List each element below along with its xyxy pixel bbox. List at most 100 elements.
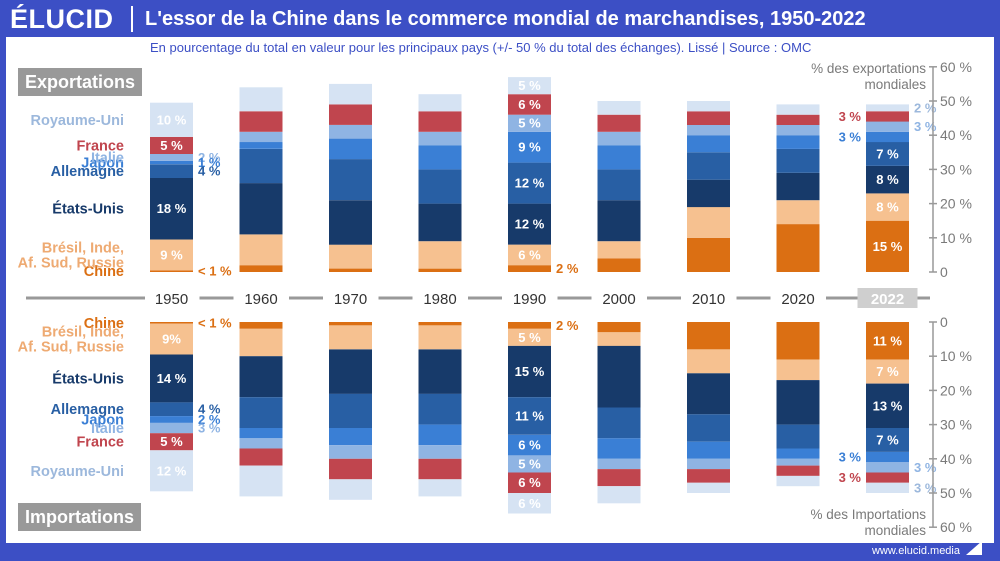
imports-y-tick-label: 50 %: [940, 485, 972, 501]
exports-bar-allemagne-2020: [776, 148, 820, 173]
exports-bar-france-2000: [597, 114, 641, 132]
exports-bar-etats-unis-1960: [239, 183, 283, 235]
exports-value-label-allemagne-1950: 4 %: [198, 164, 221, 179]
exports-bar-royaume-uni-1960: [239, 87, 283, 112]
imports-bar-allemagne-1960: [239, 397, 283, 428]
imports-value-label-allemagne-1990: 11 %: [515, 409, 544, 424]
imports-value-label-japon-1990: 6 %: [518, 438, 541, 453]
imports-bar-japon-2010: [687, 441, 730, 459]
exports-bar-royaume-uni-1950: [150, 102, 193, 137]
exports-bar-etats-unis-2020: [776, 172, 820, 201]
imports-bar-royaume-uni-1960: [239, 465, 283, 497]
imports-value-label-italie-1950: 3 %: [198, 421, 221, 436]
exports-series-name-italie: Italie: [91, 150, 124, 166]
imports-bar-allemagne-2022: [866, 428, 909, 452]
exports-series-name-royaume-uni: Royaume-Uni: [31, 113, 124, 129]
exports-series-name-chine: Chine: [84, 264, 124, 280]
year-label: 1970: [334, 291, 367, 308]
exports-series-name-bresil-inde-af-sud-russie: Af. Sud, Russie: [18, 255, 124, 271]
imports-series-name-chine: Chine: [84, 316, 124, 332]
exports-value-label-italie-1990: 5 %: [518, 116, 541, 131]
imports-bar-etats-unis-1950: [150, 354, 193, 403]
exports-bar-italie-1950: [150, 154, 193, 161]
imports-bar-royaume-uni-2022: [866, 482, 909, 493]
exports-value-label-etats-unis-2022: 8 %: [876, 172, 899, 187]
imports-bar-etats-unis-1970: [329, 349, 372, 394]
imports-bar-japon-1970: [329, 428, 372, 446]
imports-bar-italie-2022: [866, 462, 909, 473]
imports-bar-japon-1980: [418, 424, 462, 446]
exports-value-label-royaume-uni-1990: 5 %: [518, 78, 541, 93]
imports-series-name-allemagne: Allemagne: [51, 402, 124, 418]
exports-bar-royaume-uni-2000: [597, 101, 641, 115]
imports-bar-royaume-uni-1990: [508, 493, 551, 514]
imports-bar-chine-1980: [418, 322, 462, 326]
imports-bar-allemagne-1970: [329, 393, 372, 428]
imports-bar-bresil-inde-af-sud-russie-1980: [418, 325, 462, 350]
year-highlight-box: [857, 288, 918, 308]
exports-bar-italie-2000: [597, 131, 641, 146]
logo-separator: [131, 6, 133, 32]
imports-y-tick-label: 30 %: [940, 417, 972, 433]
imports-bar-chine-2010: [687, 322, 730, 350]
imports-bar-royaume-uni-2010: [687, 482, 730, 493]
imports-bar-allemagne-2000: [597, 407, 641, 439]
exports-value-label-allemagne-2022: 7 %: [876, 147, 899, 162]
imports-bar-chine-1970: [329, 322, 372, 326]
exports-value-label-italie-1950: 2 %: [198, 150, 221, 165]
imports-bar-allemagne-1980: [418, 393, 462, 425]
imports-bar-japon-2000: [597, 438, 641, 459]
exports-bar-bresil-inde-af-sud-russie-1980: [418, 241, 462, 269]
imports-bar-etats-unis-2020: [776, 380, 820, 425]
imports-series-name-france: France: [76, 435, 124, 451]
exports-y-tick-label: 10 %: [940, 230, 972, 246]
imports-value-label-royaume-uni-1990: 6 %: [518, 496, 541, 511]
exports-bar-allemagne-1990: [508, 162, 551, 204]
imports-bar-italie-1980: [418, 445, 462, 459]
imports-value-label-royaume-uni-2022: 3 %: [914, 480, 937, 495]
exports-bar-japon-1990: [508, 131, 551, 163]
imports-value-label-allemagne-2022: 7 %: [876, 432, 899, 447]
imports-bar-italie-1970: [329, 445, 372, 459]
exports-bar-allemagne-1960: [239, 148, 283, 184]
imports-bar-bresil-inde-af-sud-russie-1990: [508, 328, 551, 346]
exports-bar-italie-2022: [866, 121, 909, 132]
imports-value-label-france-1950: 5 %: [160, 434, 183, 449]
exports-bar-bresil-inde-af-sud-russie-2000: [597, 241, 641, 259]
imports-bar-chine-1950: [150, 322, 193, 324]
imports-y-tick-label: 60 %: [940, 519, 972, 535]
imports-value-label-italie-2022: 3 %: [914, 460, 937, 475]
exports-bar-chine-1990: [508, 265, 551, 272]
exports-y-tick-label: 30 %: [940, 161, 972, 177]
imports-bar-bresil-inde-af-sud-russie-2000: [597, 332, 641, 346]
exports-bar-japon-1950: [150, 160, 193, 165]
exports-bar-bresil-inde-af-sud-russie-1990: [508, 244, 551, 266]
imports-bar-bresil-inde-af-sud-russie-1960: [239, 328, 283, 357]
exports-bar-italie-1970: [329, 124, 372, 139]
imports-bar-royaume-uni-1970: [329, 479, 372, 500]
imports-bar-bresil-inde-af-sud-russie-1950: [150, 323, 193, 355]
imports-bar-bresil-inde-af-sud-russie-2010: [687, 349, 730, 374]
imports-series-name-bresil-inde-af-sud-russie: Af. Sud, Russie: [18, 340, 124, 356]
exports-bar-chine-2022: [866, 220, 909, 272]
imports-bar-france-1980: [418, 458, 462, 480]
imports-value-label-bresil-inde-af-sud-russie-1990: 5 %: [518, 330, 541, 345]
imports-bar-allemagne-1990: [508, 397, 551, 435]
exports-value-label-chine-1990: 2 %: [556, 261, 579, 276]
exports-bar-etats-unis-1970: [329, 200, 372, 245]
exports-value-label-royaume-uni-2022: 2 %: [914, 100, 937, 115]
exports-bar-chine-1960: [239, 265, 283, 272]
exports-axis-title: % des exportations: [811, 61, 926, 76]
exports-bar-japon-1970: [329, 138, 372, 160]
exports-value-label-france-1950: 5 %: [160, 138, 183, 153]
imports-bar-japon-1960: [239, 428, 283, 439]
exports-bar-france-1990: [508, 94, 551, 115]
exports-value-label-bresil-inde-af-sud-russie-2022: 8 %: [876, 200, 899, 215]
imports-value-label-italie-1990: 5 %: [518, 456, 541, 471]
imports-bar-bresil-inde-af-sud-russie-1970: [329, 325, 372, 350]
imports-bar-chine-2022: [866, 322, 909, 360]
exports-value-label-chine-1950: < 1 %: [198, 264, 232, 279]
chart-subtitle: En pourcentage du total en valeur pour l…: [150, 40, 812, 55]
exports-bar-france-2020: [776, 114, 820, 125]
imports-bar-france-2010: [687, 469, 730, 483]
